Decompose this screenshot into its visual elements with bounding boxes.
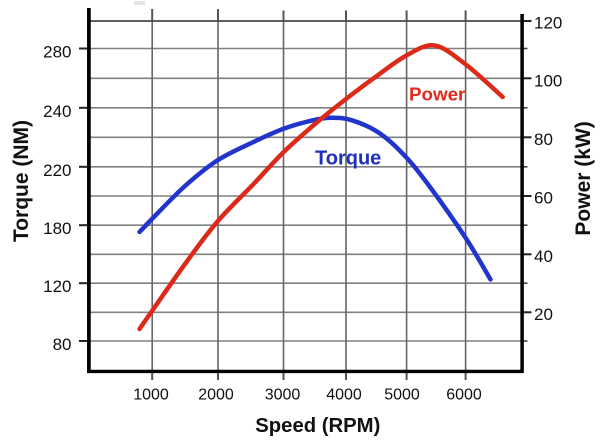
svg-text:120: 120 xyxy=(43,277,71,296)
svg-text:20: 20 xyxy=(534,305,553,324)
svg-text:Torque (NM): Torque (NM) xyxy=(10,120,33,242)
svg-text:180: 180 xyxy=(43,219,71,238)
svg-text:3000: 3000 xyxy=(265,387,301,404)
svg-text:Torque: Torque xyxy=(315,148,381,170)
svg-text:Power (kW): Power (kW) xyxy=(572,121,595,235)
svg-text:5000: 5000 xyxy=(384,387,420,404)
svg-text:220: 220 xyxy=(43,161,71,180)
svg-text:80: 80 xyxy=(534,130,553,149)
svg-text:280: 280 xyxy=(43,43,71,62)
svg-text:4000: 4000 xyxy=(326,387,362,404)
svg-text:60: 60 xyxy=(534,189,553,208)
svg-text:240: 240 xyxy=(43,102,71,121)
svg-text:6000: 6000 xyxy=(446,387,482,404)
svg-text:Power: Power xyxy=(409,84,466,105)
svg-text:80: 80 xyxy=(53,335,72,354)
svg-text:120: 120 xyxy=(534,14,562,33)
svg-text:Speed (RPM): Speed (RPM) xyxy=(255,415,380,437)
svg-text:1000: 1000 xyxy=(133,387,169,404)
svg-text:100: 100 xyxy=(534,72,562,91)
svg-text:2000: 2000 xyxy=(198,387,234,404)
svg-text:40: 40 xyxy=(534,247,553,266)
